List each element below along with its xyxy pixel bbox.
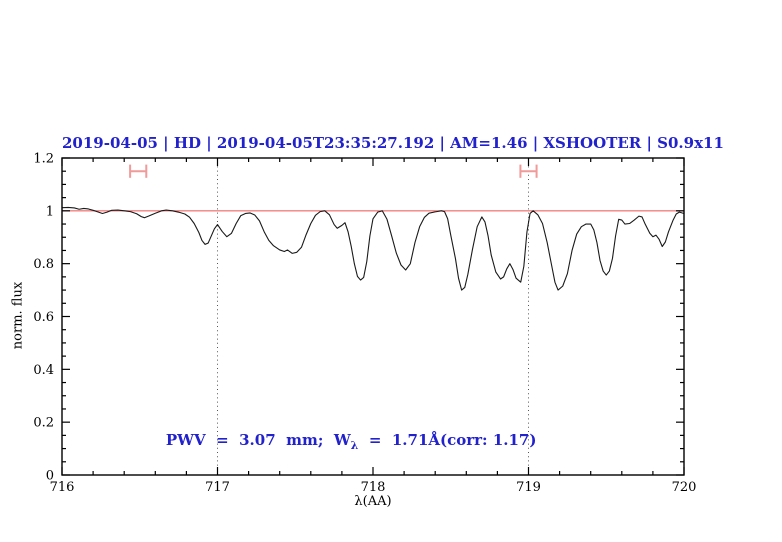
- plot-title: 2019-04-05 | HD | 2019-04-05T23:35:27.19…: [62, 134, 724, 152]
- spectrum-curve: [61, 206, 685, 291]
- y-axis-label: norm. flux: [10, 281, 26, 350]
- y-tick-label: 0.4: [33, 363, 54, 378]
- y-tick-label: 0.6: [33, 310, 54, 325]
- pwv-annotation-prefix: PWV = 3.07 mm; W: [165, 431, 351, 449]
- pwv-annotation: PWV = 3.07 mm; Wλ = 1.71Å(corr: 1.17): [145, 413, 537, 470]
- pwv-annotation-lambda-subscript: λ: [350, 439, 359, 452]
- y-tick-label: 0.2: [33, 416, 54, 431]
- y-tick-label: 1: [46, 204, 54, 219]
- x-tick-label: 717: [205, 480, 230, 495]
- y-tick-label: 0.8: [33, 257, 54, 272]
- x-axis-label: λ(AA): [354, 494, 392, 509]
- x-tick-label: 718: [361, 480, 386, 495]
- x-tick-label: 719: [516, 480, 541, 495]
- x-tick-label: 716: [50, 480, 75, 495]
- x-tick-label: 720: [672, 480, 697, 495]
- y-tick-label: 0: [46, 469, 54, 484]
- pwv-annotation-suffix: = 1.71Å(corr: 1.17): [358, 431, 537, 449]
- y-tick-label: 1.2: [33, 152, 54, 167]
